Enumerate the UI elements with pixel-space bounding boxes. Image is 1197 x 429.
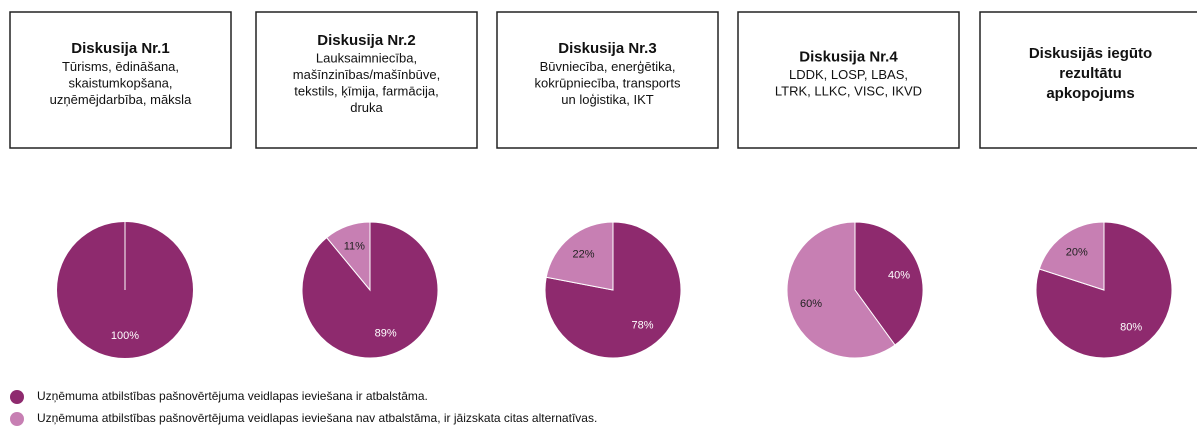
pie-slice	[786, 221, 896, 359]
data-label: 11%	[344, 240, 365, 252]
header-title: Diskusija Nr.2	[317, 32, 415, 49]
legend-label: Uzņēmuma atbilstības pašnovērtējuma veid…	[37, 389, 428, 403]
header-subtitle: un loģistika, IKT	[561, 92, 654, 107]
data-label: 22%	[573, 248, 595, 260]
header-subtitle: tekstils, ķīmija, farmācija,	[294, 84, 438, 99]
legend-swatch	[10, 412, 24, 426]
legend-label: Uzņēmuma atbilstības pašnovērtējuma veid…	[37, 411, 597, 425]
header-subtitle: skaistumkopšana,	[68, 75, 172, 90]
header-subtitle: Būvniecība, enerģētika,	[540, 59, 676, 74]
header-title: Diskusija Nr.1	[71, 40, 169, 57]
data-label: 78%	[631, 320, 653, 332]
data-label: 100%	[111, 330, 139, 342]
data-label: 80%	[1120, 321, 1142, 333]
header-subtitle: druka	[350, 100, 383, 115]
pie-slice	[1035, 221, 1173, 359]
header-subtitle: LDDK, LOSP, LBAS,	[789, 67, 908, 82]
pie-slice	[545, 221, 614, 291]
data-label: 20%	[1066, 246, 1088, 258]
header-box	[496, 11, 719, 149]
pie-slice	[544, 221, 682, 359]
header-subtitle: kokrūpniecība, transports	[535, 75, 681, 90]
header-subtitle: Lauksaimniecība,	[316, 51, 417, 66]
pie-slice	[854, 221, 924, 346]
header-subtitle: Tūrisms, ēdināšana,	[62, 59, 179, 74]
pie-slice	[1038, 221, 1105, 291]
header-title: apkopojums	[1046, 85, 1134, 102]
header-box	[9, 11, 232, 149]
data-label: 60%	[800, 298, 822, 310]
legend-swatch	[10, 390, 24, 404]
data-label: 40%	[888, 270, 910, 282]
header-title: rezultātu	[1059, 65, 1122, 82]
header-box	[979, 11, 1197, 149]
header-title: Diskusija Nr.4	[799, 48, 898, 65]
header-box	[255, 11, 478, 149]
header-title: Diskusijās iegūto	[1029, 45, 1152, 62]
header-subtitle: uzņēmējdarbība, māksla	[50, 92, 192, 107]
data-label: 89%	[375, 327, 397, 339]
pie-slice	[325, 221, 371, 292]
header-box	[737, 11, 960, 149]
header-subtitle: mašīnzinības/mašīnbūve,	[293, 67, 440, 82]
header-subtitle: LTRK, LLKC, VISC, IKVD	[775, 84, 922, 99]
pie-slice	[301, 221, 439, 359]
header-title: Diskusija Nr.3	[558, 40, 656, 57]
